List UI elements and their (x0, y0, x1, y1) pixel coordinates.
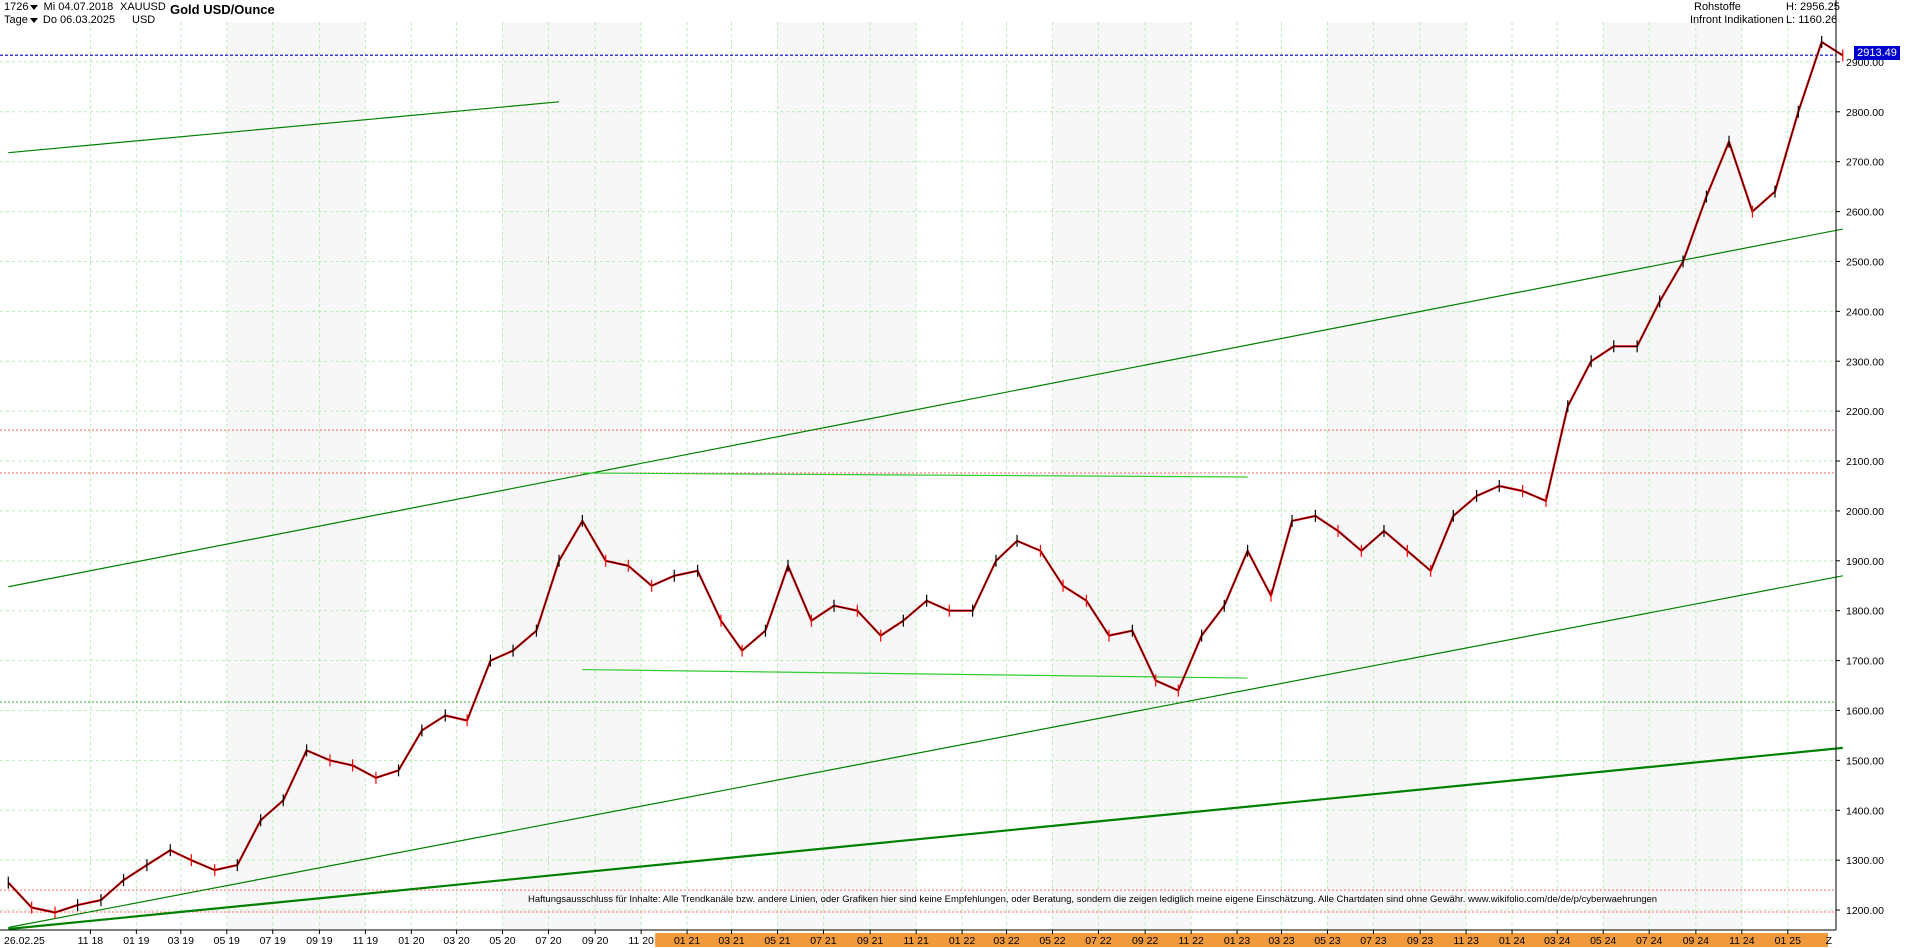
x-tick-label: 07 23 (1360, 935, 1386, 947)
header-bar-count-row: 1726 Mi 04.07.2018 (4, 1, 113, 14)
x-tick-label: 03 24 (1544, 935, 1570, 947)
y-tick-label: 2700.00 (1846, 157, 1884, 169)
y-tick-label: 1600.00 (1846, 705, 1884, 717)
trend-lines (8, 101, 1843, 931)
dropdown-triangle-icon[interactable] (30, 4, 39, 10)
horizontal-levels (0, 54, 1836, 913)
x-axis-highlight-band (655, 933, 1829, 947)
x-tick-label: 11 20 (628, 935, 654, 947)
background-band (777, 22, 917, 930)
chart-title: Gold USD/Ounce (170, 2, 275, 17)
x-tick-label: 01 25 (1775, 935, 1801, 947)
y-tick-label: 2600.00 (1846, 207, 1884, 219)
x-tick-label: 09 22 (1132, 935, 1158, 947)
x-tick-label: 11 18 (78, 935, 104, 947)
y-tick-label: 2500.00 (1846, 256, 1884, 268)
x-tick-label: 09 20 (582, 935, 608, 947)
trend-line-mid-channel-bottom (8, 575, 1843, 929)
x-tick-label: 05 23 (1314, 935, 1340, 947)
y-tick-label: 1400.00 (1846, 805, 1884, 817)
start-date: Mi 04.07.2018 (43, 1, 114, 13)
header-period-row: Tage Do 06.03.2025 (4, 14, 115, 27)
x-tick-label: 07 22 (1085, 935, 1111, 947)
background-band (1327, 22, 1467, 930)
background-band (1603, 22, 1742, 930)
dropdown-triangle-icon[interactable] (29, 17, 38, 23)
y-tick-label: 2300.00 (1846, 356, 1884, 368)
trend-line-upper-channel (8, 101, 560, 154)
y-tick-label: 2400.00 (1846, 306, 1884, 318)
y-tick-label: 1300.00 (1846, 855, 1884, 867)
period-label: Tage (4, 14, 28, 26)
y-tick-label: 1900.00 (1846, 556, 1884, 568)
x-tick-label: 05 22 (1039, 935, 1065, 947)
currency: USD (132, 14, 156, 26)
x-tick-label: 01 22 (949, 935, 975, 947)
x-tick-label: 11 21 (903, 935, 929, 947)
y-tick-label: 2200.00 (1846, 406, 1884, 418)
x-tick-label: 09 19 (306, 935, 332, 947)
x-tick-label: 07 19 (260, 935, 286, 947)
x-tick-label: 07 21 (810, 935, 836, 947)
background-bands (226, 22, 1742, 930)
y-tick-label: 2000.00 (1846, 506, 1884, 518)
background-band (226, 22, 366, 930)
x-tick-label: 09 23 (1407, 935, 1433, 947)
y-tick-label: 1200.00 (1846, 905, 1884, 917)
grid-lines (0, 22, 1836, 930)
symbol: XAUUSD (120, 1, 166, 13)
x-tick-label: 11 24 (1729, 935, 1755, 947)
data-source: Infront Indikationen (1690, 14, 1784, 26)
bar-count: 1726 (4, 1, 29, 13)
x-tick-label: 03 22 (993, 935, 1019, 947)
background-band (502, 22, 642, 930)
x-tick-label: 01 21 (674, 935, 700, 947)
x-tick-label: 03 20 (443, 935, 469, 947)
corner-date-label: 26.02.25 (4, 935, 45, 947)
y-tick-label: 2800.00 (1846, 107, 1884, 119)
x-tick-label: 03 19 (168, 935, 194, 947)
x-tick-label: 01 23 (1224, 935, 1250, 947)
trend-line-mid-channel-top (8, 228, 1843, 588)
y-tick-label: 1500.00 (1846, 755, 1884, 767)
x-tick-label: 11 23 (1453, 935, 1479, 947)
trend-line-long-term-support (8, 746, 1843, 931)
x-tick-label: 05 20 (489, 935, 515, 947)
x-tick-label: 07 24 (1636, 935, 1662, 947)
disclaimer-text: Haftungsausschluss für Inhalte: Alle Tre… (528, 894, 1658, 905)
x-tick-label: 11 22 (1178, 935, 1204, 947)
x-tick-label: 01 20 (398, 935, 424, 947)
x-tick-label: 07 20 (535, 935, 561, 947)
x-tick-label: 01 24 (1499, 935, 1525, 947)
end-date: Do 06.03.2025 (42, 14, 116, 26)
y-tick-label: 2100.00 (1846, 456, 1884, 468)
x-tick-label: 03 21 (718, 935, 744, 947)
y-tick-label: 1800.00 (1846, 606, 1884, 618)
trend-line-range-bottom (582, 668, 1248, 679)
x-tick-label: 01 19 (123, 935, 149, 947)
y-tick-label: 1700.00 (1846, 656, 1884, 668)
low-value: L: 1160.26 (1786, 14, 1838, 26)
x-tick-label: 09 21 (857, 935, 883, 947)
category: Rohstoffe (1694, 1, 1741, 13)
x-tick-label: 03 23 (1268, 935, 1294, 947)
x-tick-label: 05 21 (764, 935, 790, 947)
x-tick-label: 09 24 (1683, 935, 1709, 947)
x-tick-label: 05 19 (214, 935, 240, 947)
high-value: H: 2956.25 (1786, 1, 1840, 13)
price-series (7, 35, 1844, 919)
x-tick-label: 11 19 (353, 935, 379, 947)
x-tick-label: 05 24 (1590, 935, 1616, 947)
trend-line-range-top (582, 472, 1248, 478)
axis-end-marker: Z (1826, 935, 1833, 947)
last-price-tag: 2913.49 (1854, 46, 1900, 60)
